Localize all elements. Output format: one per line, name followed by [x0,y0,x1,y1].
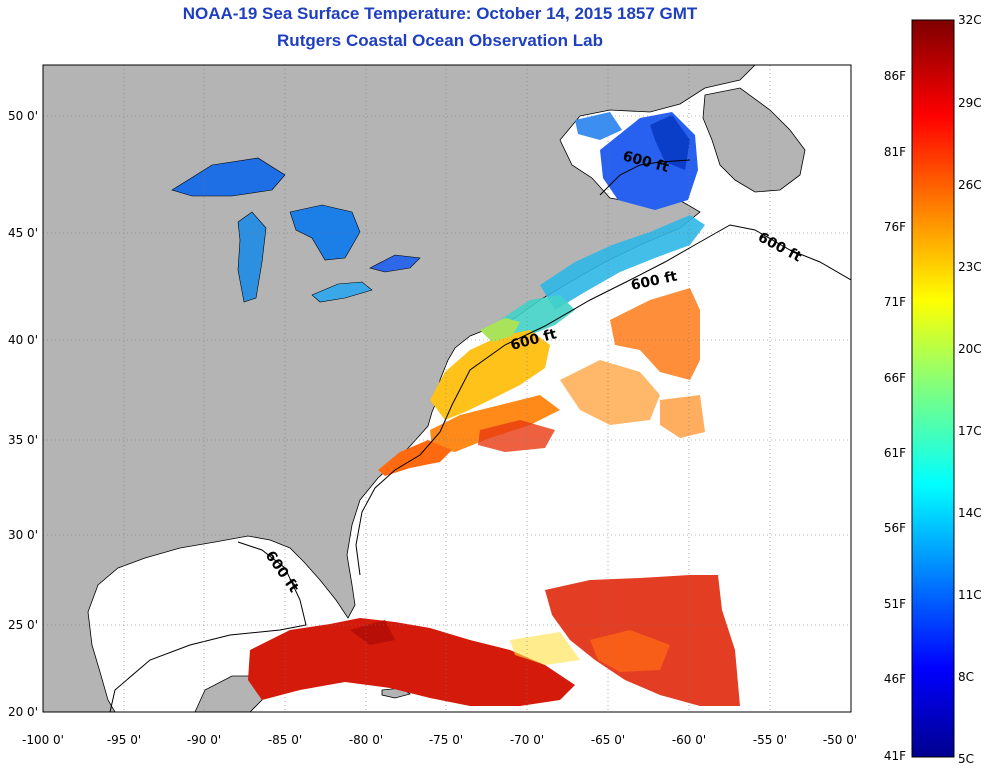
lat-tick-label: 50 0' [8,109,38,123]
lon-tick-label: -100 0' [22,733,64,747]
latitude-axis: 50 0' 45 0' 40 0' 35 0' 30 0' 25 0' 20 0… [8,109,38,719]
colorbar-f-label: 71F [884,295,906,309]
colorbar-c-label: 11C [958,588,982,602]
colorbar-f-label: 41F [884,749,906,763]
lat-tick-label: 20 0' [8,705,38,719]
sst-gulf-of-maine [500,295,575,340]
land-mass [43,65,756,712]
lon-tick-label: -80 0' [349,733,383,747]
lon-tick-label: -95 0' [107,733,141,747]
colorbar-c-label: 32C [958,13,982,27]
great-lakes [171,157,421,303]
colorbar-f-label: 56F [884,521,906,535]
lon-tick-label: -75 0' [429,733,463,747]
lat-tick-label: 25 0' [8,618,38,632]
isobath-600ft [109,159,851,712]
map-title: NOAA-19 Sea Surface Temperature: October… [182,4,698,23]
map-panel: 600 ft 600 ft 600 ft 600 ft 600 ft [43,65,851,712]
sst-gulf-st-lawrence [575,112,698,210]
colorbar-f-label: 51F [884,597,906,611]
map-subtitle: Rutgers Coastal Ocean Observation Lab [277,31,603,50]
lat-tick-label: 30 0' [8,528,38,542]
lon-tick-label: -55 0' [753,733,787,747]
lat-tick-label: 45 0' [8,226,38,240]
longitude-axis: -100 0' -95 0' -90 0' -85 0' -80 0' -75 … [22,733,857,747]
sst-scotian-shelf [540,215,705,310]
sst-mid-atlantic [430,330,550,420]
sst-mid-atlantic-inner [480,318,520,342]
lon-tick-label: -70 0' [510,733,544,747]
sst-offshore-swath [478,288,705,452]
lon-tick-label: -65 0' [591,733,625,747]
colorbar-c-label: 20C [958,342,982,356]
colorbar-f-label: 66F [884,371,906,385]
sst-gulf-stream-edge [430,395,560,452]
sst-caribbean-swath [248,575,740,706]
colorbar-f-label: 86F [884,69,906,83]
colorbar-f-label: 46F [884,672,906,686]
colorbar-c-label: 8C [958,670,974,684]
colorbar-c-label: 23C [958,260,982,274]
lon-tick-label: -90 0' [187,733,221,747]
map-frame [42,64,852,713]
lon-tick-label: -60 0' [672,733,706,747]
colorbar-c-label: 26C [958,178,982,192]
colorbar-c-label: 5C [958,752,974,766]
lon-tick-label: -50 0' [823,733,857,747]
colorbar-gradient [911,19,955,758]
temperature-colorbar: 86F 81F 76F 71F 66F 61F 56F 51F 46F 41F … [884,13,982,766]
colorbar-c-label: 14C [958,506,982,520]
map-grid [43,65,851,712]
colorbar-f-label: 81F [884,145,906,159]
lat-tick-label: 35 0' [8,433,38,447]
colorbar-c-label: 17C [958,424,982,438]
colorbar-c-label: 29C [958,96,982,110]
lat-tick-label: 40 0' [8,333,38,347]
colorbar-f-label: 61F [884,446,906,460]
colorbar-f-label: 76F [884,220,906,234]
lon-tick-label: -85 0' [268,733,302,747]
